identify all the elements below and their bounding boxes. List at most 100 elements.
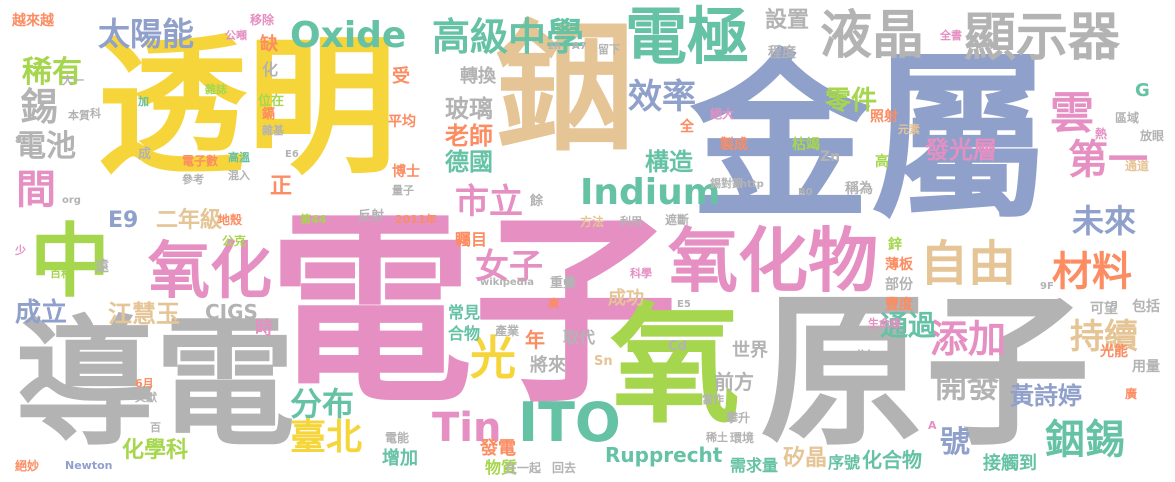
word: 導電 (15, 303, 296, 466)
word: 生命線 (868, 317, 901, 330)
word: 材料 (1052, 249, 1132, 295)
word: 效率 (628, 77, 696, 117)
word: E5 (677, 299, 691, 310)
word: 越來越 (12, 13, 54, 29)
word: 當作 (702, 393, 724, 406)
word: 鋅 (888, 237, 902, 253)
word: 文獻 (135, 391, 157, 404)
word: E6 (285, 149, 299, 160)
word: 需求量 (730, 456, 779, 475)
word: 化 (262, 60, 279, 79)
word: 前方 (714, 370, 754, 394)
word: 發電 (480, 438, 516, 459)
word: 世界 (732, 340, 768, 361)
word: 位在 (258, 94, 285, 109)
word: 絕大 (710, 107, 735, 121)
word: 氧 (610, 289, 741, 441)
word: 移除 (250, 13, 275, 27)
word: 轉換 (460, 66, 496, 87)
word: 取代 (563, 328, 596, 347)
word: 絕妙 (15, 459, 40, 473)
word: 包括 (1132, 299, 1160, 315)
word: 電能 (385, 431, 410, 445)
word: 電子 (268, 193, 678, 431)
word: 利用 (620, 215, 642, 228)
word: 區域 (1115, 111, 1140, 125)
word: 參考 (182, 173, 204, 186)
word: 成 (138, 147, 152, 162)
word: 太陽能 (98, 15, 195, 53)
word: 平均 (388, 114, 416, 130)
word: 將來 (530, 355, 566, 376)
word: 通過 (880, 309, 937, 342)
word: 遠 (95, 259, 109, 275)
word: wikipedia (480, 277, 535, 288)
word: 科 (90, 107, 101, 120)
word: 留下 (598, 43, 620, 56)
word: 公噸 (225, 29, 247, 42)
word: 矚目 (455, 230, 488, 249)
word: 科學 (630, 267, 652, 280)
word: 方法 (580, 215, 605, 229)
word: 照射 (870, 109, 898, 125)
word: 製成 (720, 137, 748, 153)
word: 銦 (495, 8, 636, 171)
word: CIGS (205, 300, 258, 324)
word: 老師 (445, 122, 493, 150)
word: 時 (255, 318, 273, 339)
word: 電子數 (182, 154, 219, 168)
word: 9F (1040, 281, 1054, 292)
word: A (928, 419, 937, 432)
word: http (740, 179, 764, 190)
word: 用量 (1132, 359, 1160, 375)
word: 矽晶 (783, 446, 828, 471)
word: 黃詩婷 (1010, 382, 1082, 410)
word: 雲 (1050, 88, 1094, 139)
word: 餘 (530, 194, 544, 209)
word: Zn (820, 149, 841, 165)
word: 遮斷 (665, 213, 690, 227)
word: zh (548, 41, 561, 52)
word: 江慧玉 (108, 300, 180, 328)
word: 高級中學 (432, 15, 585, 59)
word: 設置 (765, 8, 810, 33)
word: B0 (798, 187, 813, 198)
word: 成功 (608, 288, 644, 309)
word: 廣 (548, 297, 559, 310)
word: Tin (432, 405, 502, 451)
word: 豐度 (885, 297, 913, 313)
word: 成立 (15, 298, 68, 328)
word: 博士 (392, 164, 420, 180)
word: 化合物 (862, 448, 922, 472)
word: 號 (940, 425, 970, 460)
word: 德國 (445, 148, 493, 176)
word: 二年級 (156, 208, 223, 233)
word: 2011年 (395, 213, 437, 226)
word: Sn (594, 354, 613, 369)
word: 稱為 (845, 181, 873, 197)
word: 缺 (260, 34, 278, 55)
word: 持續 (1070, 317, 1138, 357)
word: 回去 (552, 461, 577, 475)
word: 本質 (68, 109, 90, 122)
word: Indium (580, 172, 721, 213)
word: 環境 (730, 431, 755, 445)
word: 錫對銦 (710, 177, 743, 190)
word: 攀升 (726, 411, 751, 425)
word: Rupprecht (605, 443, 723, 467)
word: 中 (30, 215, 110, 308)
word: 銦錫 (1045, 417, 1125, 463)
word: ITO (518, 391, 621, 454)
word: 化學科 (122, 438, 189, 463)
word: 未來 (1072, 202, 1137, 240)
word: 增加 (382, 448, 418, 469)
word: 開發 (935, 367, 1000, 405)
word: 原子 (760, 276, 1090, 468)
word: 大一 (62, 74, 84, 87)
word: 元素 (898, 123, 920, 136)
word: 高溫 (228, 151, 250, 164)
word: 金屬 (690, 35, 1051, 244)
word: 雜誌 (205, 83, 227, 96)
word: 百 (150, 421, 161, 434)
word: 產業 (495, 324, 520, 338)
